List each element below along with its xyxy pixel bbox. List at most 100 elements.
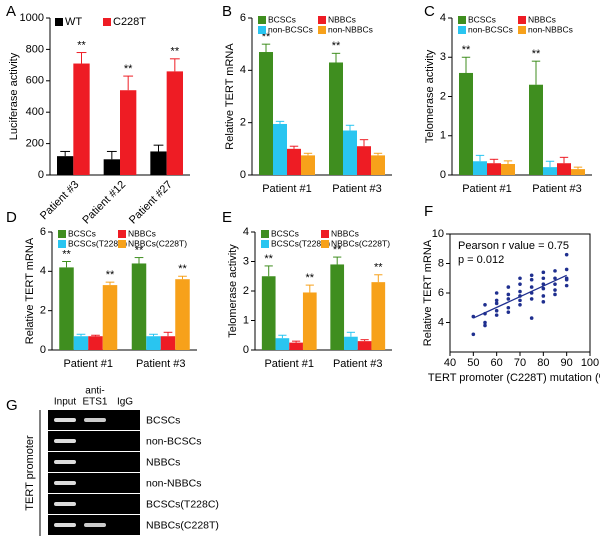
point [471,332,476,337]
error-bar [163,331,173,337]
significance: ** [262,31,271,43]
bar [59,267,74,350]
error-bar [169,58,180,72]
legend-label: BCSCs [271,228,299,238]
point [541,300,546,304]
bar [571,169,585,175]
bar [131,263,147,350]
gel-row-label: BCSCs(T228C) [146,498,219,510]
legend-label: non-BCSCs [268,24,313,34]
bar [302,292,317,350]
point [506,310,511,314]
error-bar [76,52,87,64]
error-bar [261,43,271,53]
x-tick-label: 50 [467,357,479,369]
point [553,276,557,281]
y-tick-label: 400 [26,106,44,118]
band [54,481,76,485]
legend-swatch [518,26,526,34]
y-tick-label: 4 [240,64,246,76]
band [54,460,76,464]
bar [557,163,571,175]
error-bar [275,120,285,124]
x-tick-label: Patient #12 [80,179,128,227]
error-bar [345,124,355,131]
error-bar [291,340,301,343]
gel: G TERT promoter [6,397,140,536]
gel-lane-strip [48,473,140,493]
x-tick-label: 60 [491,357,503,369]
y-tick-label: 0 [38,169,44,181]
bar [120,90,137,175]
point [483,323,487,328]
error-bar [373,152,383,156]
error-bar [134,257,144,264]
panel-label: A [6,3,16,20]
legend-label: non-NBBCs [328,24,373,34]
bar [371,155,385,175]
gel-column-label: Input [54,397,76,408]
bar [102,285,118,350]
point [506,292,511,297]
error-bar [106,150,117,160]
error-bar [305,284,314,293]
y-tick-label: 6 [40,226,46,238]
x-tick-label: 90 [561,357,573,369]
bar [473,161,487,175]
significance: ** [171,46,180,58]
panel-label: F [424,203,433,220]
point [483,303,487,307]
bar [343,130,357,175]
error-bar [475,154,485,162]
bar [150,151,167,175]
point [518,298,522,303]
annotation: Pearson r value = 0.75 [458,240,569,252]
point [529,273,534,278]
point [494,308,499,313]
error-bar [153,144,164,152]
y-tick-label: 3 [440,51,446,63]
point [529,297,534,301]
legend-label: WT [65,16,82,28]
bar [529,84,543,175]
point [529,316,534,320]
point [564,277,569,282]
gel-row-label: NBBCs(C228T) [146,519,219,531]
legend-swatch [518,16,526,24]
point [553,292,557,297]
x-tick-label: Patient #1 [262,183,312,195]
gel-lane-strip [48,494,140,514]
point [541,270,546,275]
point [518,289,522,294]
y-tick-label: 0 [243,344,249,356]
gel-row-label: non-NBBCs [146,477,201,489]
point [553,282,557,286]
band [84,523,106,527]
band [54,439,76,443]
panel-label: C [424,3,435,20]
point [506,305,511,310]
bar [487,163,501,175]
gel-column-label: IgG [117,397,133,408]
point [564,252,569,257]
error-bar [489,158,499,164]
significance: ** [106,269,115,281]
x-tick-label: 40 [444,357,456,369]
bar [175,279,190,350]
significance: ** [178,263,187,275]
error-bar [105,281,115,286]
legend-label: non-NBBCs [528,24,573,34]
y-tick-label: 1 [243,314,249,326]
error-bar [62,261,71,268]
error-bar [503,160,513,165]
error-bar [573,166,583,170]
significance: ** [532,48,541,60]
error-bar [264,265,273,277]
y-tick-label: 6 [240,12,246,24]
x-tick-label: Patient #27 [127,179,175,227]
panel-label: D [6,209,17,226]
bar [166,71,183,175]
x-tick-label: Patient #3 [136,358,186,370]
y-tick-label: 1 [440,130,446,142]
error-bar [178,275,187,280]
